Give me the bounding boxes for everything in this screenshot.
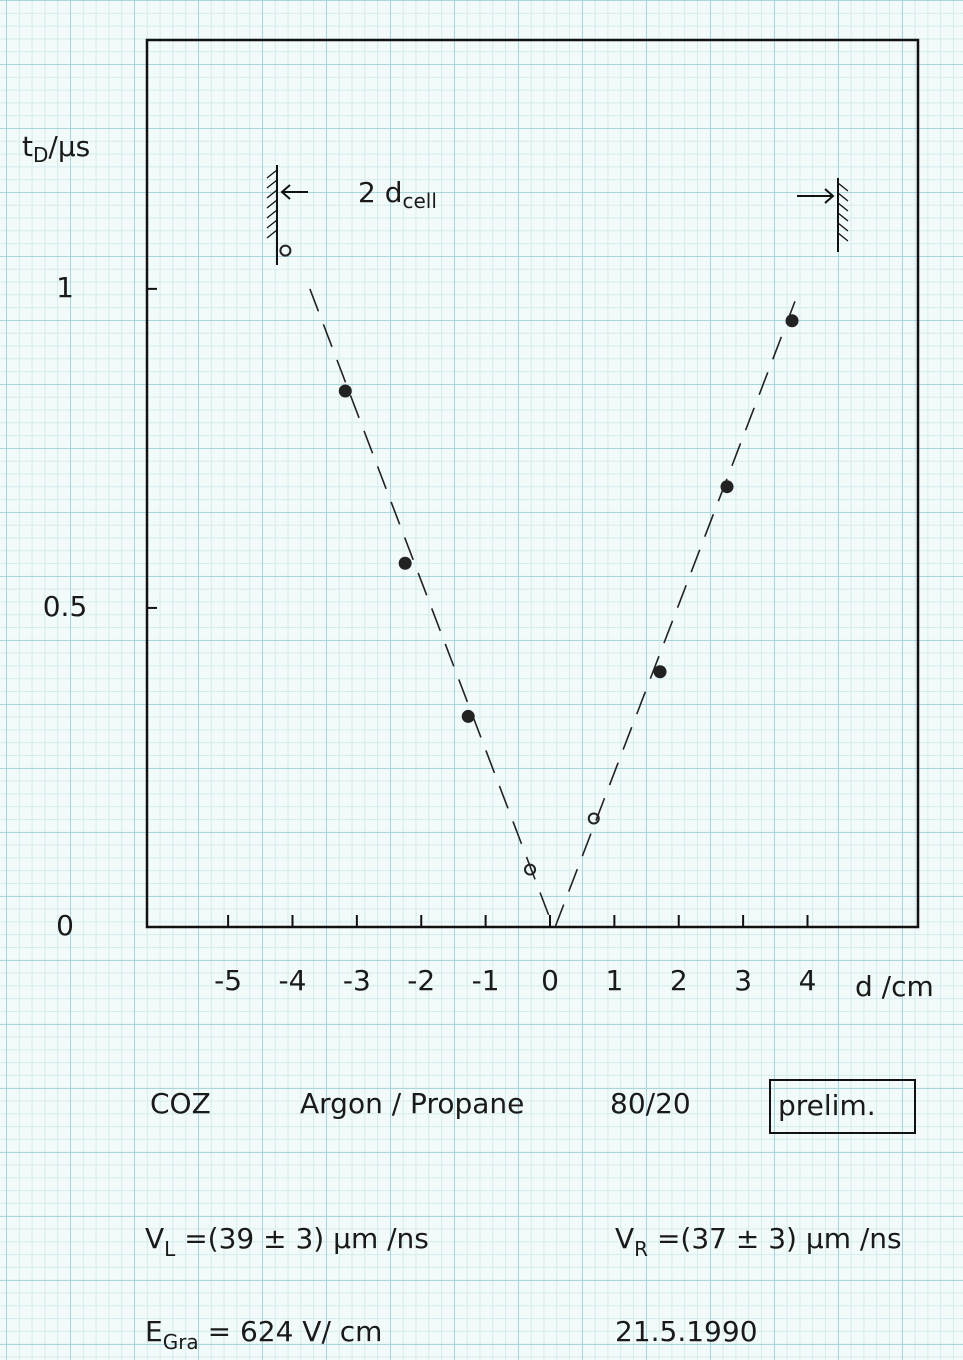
x-tick-label: 1 bbox=[605, 964, 623, 997]
y-axis-label: tD/μs bbox=[22, 130, 90, 167]
v-left-value: =(39 ± 3) μm /ns bbox=[175, 1222, 429, 1255]
data-point bbox=[338, 384, 352, 398]
v-right-main: V bbox=[615, 1222, 634, 1255]
field-note: EGra = 624 V/ cm bbox=[145, 1315, 382, 1354]
y-tick-label: 0.5 bbox=[43, 590, 88, 623]
status-note: prelim. bbox=[778, 1089, 876, 1122]
y-label-main: t bbox=[22, 130, 33, 163]
y-tick-label: 0 bbox=[56, 909, 74, 942]
v-left-note: VL =(39 ± 3) μm /ns bbox=[145, 1222, 429, 1261]
wall-left bbox=[266, 165, 308, 265]
chamber-note: COZ bbox=[150, 1087, 211, 1120]
x-tick-label: -2 bbox=[407, 964, 435, 997]
cell-label-sub: cell bbox=[403, 189, 437, 213]
x-tick-label: 2 bbox=[670, 964, 688, 997]
v-right-sub: R bbox=[634, 1237, 648, 1261]
fit-line bbox=[554, 288, 801, 928]
gas-note: Argon / Propane bbox=[300, 1087, 524, 1120]
v-right-note: VR =(37 ± 3) μm /ns bbox=[615, 1222, 902, 1261]
field-main: E bbox=[145, 1315, 163, 1348]
x-axis-label: d /cm bbox=[855, 970, 934, 1003]
x-tick-label: 3 bbox=[734, 964, 752, 997]
data-point bbox=[279, 244, 292, 257]
data-point bbox=[587, 812, 600, 825]
data-point bbox=[653, 665, 667, 679]
x-tick-label: -5 bbox=[214, 964, 242, 997]
v-left-sub: L bbox=[164, 1237, 176, 1261]
field-sub: Gra bbox=[163, 1330, 199, 1354]
mixture-note: 80/20 bbox=[610, 1087, 691, 1120]
cell-annotation: 2 dcell bbox=[358, 176, 437, 213]
x-tick-label: 0 bbox=[541, 964, 559, 997]
y-tick-label: 1 bbox=[56, 271, 74, 304]
y-label-unit: /μs bbox=[48, 130, 90, 163]
data-point bbox=[398, 556, 412, 570]
status-box bbox=[769, 1079, 916, 1134]
v-left-main: V bbox=[145, 1222, 164, 1255]
x-tick-label: -4 bbox=[279, 964, 307, 997]
cell-label-main: 2 d bbox=[358, 176, 403, 209]
plot-frame bbox=[145, 38, 920, 929]
v-right-value: =(37 ± 3) μm /ns bbox=[648, 1222, 902, 1255]
data-point bbox=[461, 709, 475, 723]
date-note: 21.5.1990 bbox=[615, 1315, 758, 1348]
x-tick-label: -1 bbox=[472, 964, 500, 997]
data-point bbox=[720, 480, 734, 494]
x-tick-label: 4 bbox=[799, 964, 817, 997]
wall-right bbox=[797, 178, 849, 252]
y-label-sub: D bbox=[33, 143, 48, 167]
x-tick-label: -3 bbox=[343, 964, 371, 997]
data-point bbox=[524, 863, 537, 876]
data-point bbox=[785, 314, 799, 328]
field-value: = 624 V/ cm bbox=[199, 1315, 383, 1348]
